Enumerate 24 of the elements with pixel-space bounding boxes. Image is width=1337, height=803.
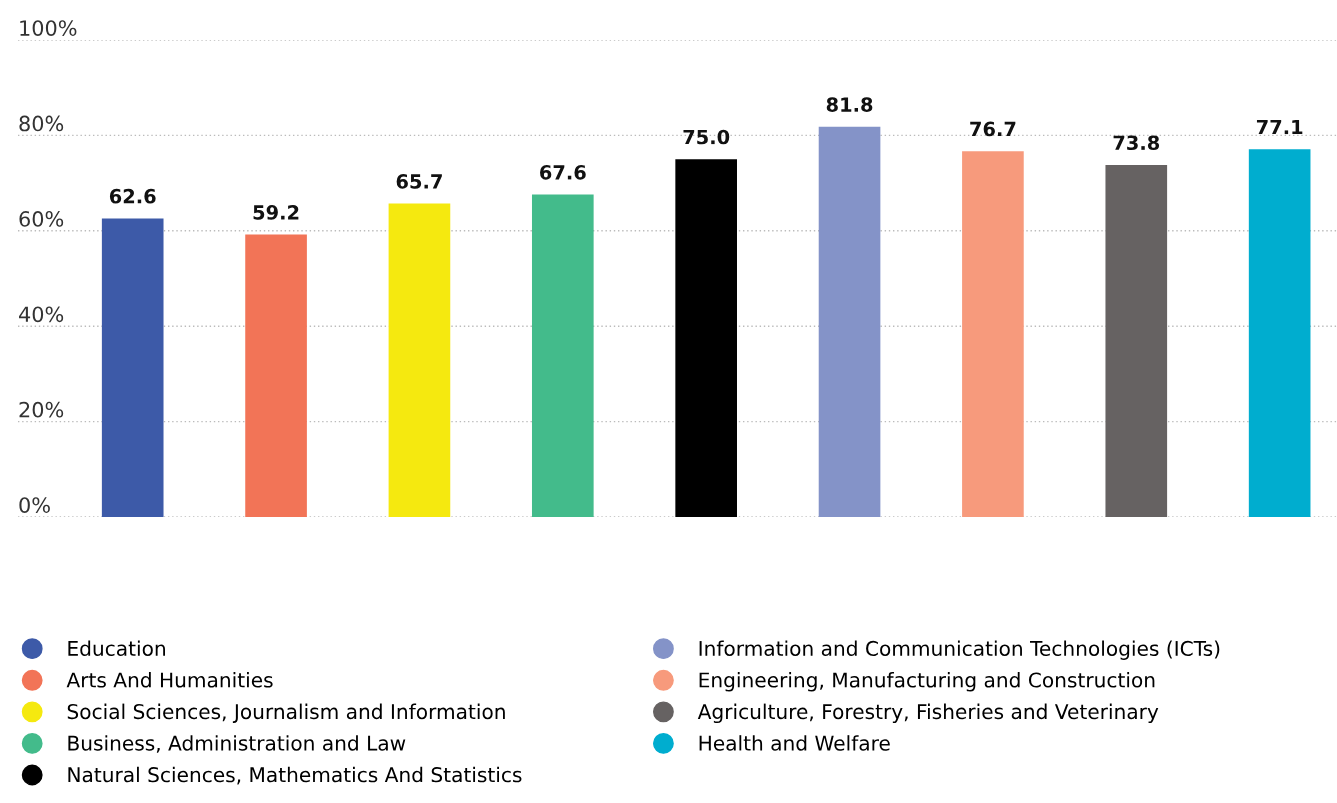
y-tick-label: 80% bbox=[19, 115, 64, 132]
legend-label: Health and Welfare bbox=[699, 735, 890, 751]
data-label: 81.8 bbox=[826, 97, 873, 112]
data-label: 62.6 bbox=[109, 188, 156, 204]
data-label: 59.2 bbox=[253, 205, 299, 220]
data-label: 65.7 bbox=[396, 174, 442, 189]
legend-label: Agriculture, Forestry, Fisheries and Veterinary bbox=[697, 703, 1159, 724]
legend-label: Social Sciences, Journalism and Information bbox=[67, 703, 505, 723]
legend-label: Information and Communication Technologies (ICTs) bbox=[699, 640, 1220, 660]
legend-label: Natural Sciences, Mathematics And Statistics bbox=[68, 766, 522, 785]
data-label: 73.8 bbox=[1113, 135, 1160, 151]
legend-label: Education bbox=[68, 640, 165, 657]
y-tick-label: 60% bbox=[19, 211, 64, 227]
y-tick-label: 20% bbox=[19, 401, 64, 418]
data-label: 75.0 bbox=[683, 129, 730, 145]
data-label: 67.6 bbox=[540, 164, 586, 180]
data-label: 77.1 bbox=[1256, 119, 1303, 135]
legend-label: Engineering, Manufacturing and Construction bbox=[699, 672, 1155, 692]
data-label: 76.7 bbox=[970, 121, 1016, 137]
y-tick-label: 40% bbox=[19, 306, 64, 323]
legend-label: Arts And Humanities bbox=[66, 672, 273, 688]
y-tick-label: 100% bbox=[20, 20, 77, 36]
y-tick-label: 0% bbox=[19, 497, 50, 513]
legend-label: Business, Administration and Law bbox=[68, 735, 406, 753]
